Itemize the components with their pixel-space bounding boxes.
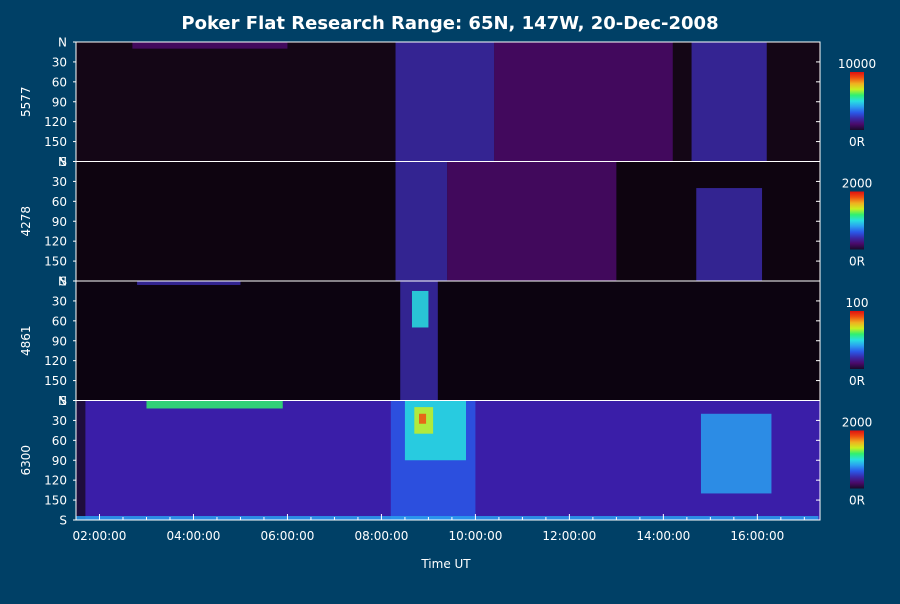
panel-ylabel: 5577 [19, 86, 33, 117]
colorbar-min-label: 0R [849, 255, 865, 269]
y-tick-label: 120 [44, 235, 67, 249]
colorbar-max-label: 2000 [842, 177, 873, 191]
y-tick-label: 90 [52, 215, 67, 229]
y-tick-label: 30 [52, 175, 67, 189]
panel-4861-colorbar [850, 311, 864, 369]
colorbar-min-label: 0R [849, 494, 865, 508]
y-tick-label: S [59, 275, 67, 289]
y-tick-label: N [58, 155, 67, 169]
panel-ylabel: 4278 [19, 206, 33, 237]
panel-5577-emission-3 [691, 42, 767, 162]
x-axis-label: Time UT [420, 557, 471, 571]
x-tick-label: 08:00:00 [354, 529, 408, 543]
y-tick-label: 90 [52, 454, 67, 468]
x-tick-label: 02:00:00 [73, 529, 127, 543]
x-tick-label: 10:00:00 [448, 529, 502, 543]
y-tick-label: 150 [44, 135, 67, 149]
y-tick-label: 90 [52, 95, 67, 109]
colorbar-min-label: 0R [849, 135, 865, 149]
y-tick-label: 30 [52, 414, 67, 428]
x-tick-label: 04:00:00 [167, 529, 221, 543]
colorbar-max-label: 100 [846, 296, 869, 310]
y-tick-label: N [58, 275, 67, 289]
panel-4861-emission-2 [411, 290, 429, 328]
y-tick-label: N [58, 36, 67, 50]
y-tick-label: S [59, 155, 67, 169]
y-tick-label: 150 [44, 255, 67, 269]
panel-4278-emission-1 [447, 161, 617, 281]
panel-ylabel: 6300 [19, 445, 33, 476]
colorbar-max-label: 10000 [838, 57, 876, 71]
y-tick-label: 60 [52, 195, 67, 209]
colorbar-max-label: 2000 [842, 416, 873, 430]
panel-4278-emission-2 [696, 188, 763, 281]
y-tick-label: 30 [52, 55, 67, 69]
panel-4861-background [76, 281, 820, 401]
chart-title: Poker Flat Research Range: 65N, 147W, 20… [181, 13, 718, 34]
y-tick-label: S [59, 514, 67, 528]
y-tick-label: 120 [44, 354, 67, 368]
panel-6300-emission-0 [76, 400, 86, 520]
colorbar-min-label: 0R [849, 374, 865, 388]
y-tick-label: 30 [52, 294, 67, 308]
panel-5577-emission-1 [395, 42, 495, 162]
panel-4278-emission-0 [395, 161, 448, 281]
panel-6300-emission-5 [419, 413, 427, 424]
panel-4861-emission-0 [137, 281, 241, 285]
panel-6300-emission-3 [404, 400, 467, 461]
panel-6300-colorbar [850, 430, 864, 489]
panel-5577-colorbar [850, 72, 864, 130]
x-tick-label: 16:00:00 [730, 529, 784, 543]
panel-6300-emission-1 [146, 400, 283, 409]
y-tick-label: 120 [44, 115, 67, 129]
panel-5577-emission-2 [494, 42, 673, 162]
y-tick-label: 90 [52, 334, 67, 348]
panel-6300-emission-7 [76, 516, 819, 520]
y-tick-label: 60 [52, 434, 67, 448]
x-tick-label: 12:00:00 [542, 529, 596, 543]
y-tick-label: 150 [44, 374, 67, 388]
y-tick-label: 150 [44, 494, 67, 508]
panel-6300-emission-6 [700, 413, 772, 494]
y-tick-label: 120 [44, 474, 67, 488]
panel-4278-colorbar [850, 191, 864, 250]
y-tick-label: 60 [52, 314, 67, 328]
y-tick-label: S [59, 394, 67, 408]
panel-ylabel: 4861 [19, 325, 33, 356]
panel-5577-emission-0 [132, 42, 288, 49]
y-tick-label: N [58, 394, 67, 408]
y-tick-label: 60 [52, 75, 67, 89]
x-tick-label: 14:00:00 [636, 529, 690, 543]
x-tick-label: 06:00:00 [260, 529, 314, 543]
